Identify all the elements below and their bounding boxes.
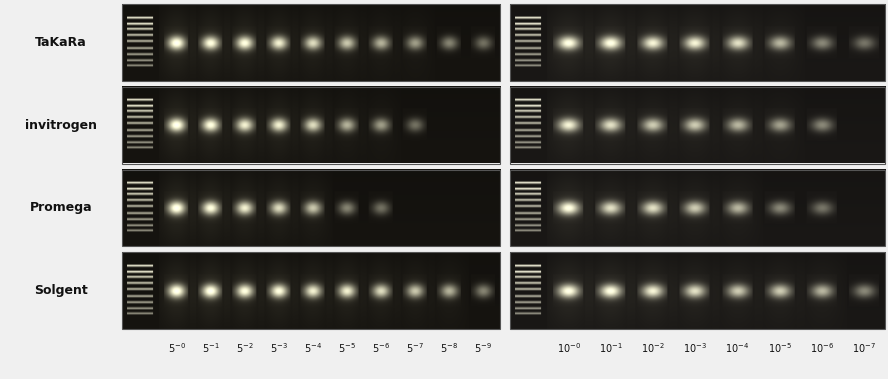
Text: $5^{-3}$: $5^{-3}$ bbox=[270, 341, 288, 355]
Text: $10^{-6}$: $10^{-6}$ bbox=[810, 341, 834, 355]
Bar bbox=[510, 87, 885, 163]
Bar bbox=[510, 169, 885, 246]
Text: $10^{-4}$: $10^{-4}$ bbox=[725, 341, 749, 355]
Text: $5^{-4}$: $5^{-4}$ bbox=[304, 341, 321, 355]
Text: Promega: Promega bbox=[29, 201, 92, 215]
Text: $10^{-7}$: $10^{-7}$ bbox=[852, 341, 876, 355]
Text: $5^{-0}$: $5^{-0}$ bbox=[168, 341, 186, 355]
Bar bbox=[510, 4, 885, 81]
Text: TaKaRa: TaKaRa bbox=[36, 36, 87, 49]
Text: $5^{-8}$: $5^{-8}$ bbox=[440, 341, 458, 355]
Bar bbox=[122, 169, 500, 246]
Text: $5^{-9}$: $5^{-9}$ bbox=[474, 341, 492, 355]
Text: $5^{-6}$: $5^{-6}$ bbox=[372, 341, 390, 355]
Bar bbox=[122, 4, 500, 81]
Text: $5^{-1}$: $5^{-1}$ bbox=[202, 341, 219, 355]
Text: invitrogen: invitrogen bbox=[25, 119, 97, 132]
Text: $5^{-7}$: $5^{-7}$ bbox=[406, 341, 424, 355]
Text: Solgent: Solgent bbox=[34, 284, 88, 297]
Text: $5^{-2}$: $5^{-2}$ bbox=[236, 341, 254, 355]
Bar bbox=[510, 252, 885, 329]
Text: $10^{-3}$: $10^{-3}$ bbox=[683, 341, 707, 355]
Text: $10^{-5}$: $10^{-5}$ bbox=[767, 341, 791, 355]
Text: $5^{-5}$: $5^{-5}$ bbox=[338, 341, 356, 355]
Text: $10^{-0}$: $10^{-0}$ bbox=[557, 341, 581, 355]
Text: $10^{-2}$: $10^{-2}$ bbox=[641, 341, 665, 355]
Text: $10^{-1}$: $10^{-1}$ bbox=[599, 341, 622, 355]
Bar bbox=[122, 252, 500, 329]
Bar bbox=[122, 87, 500, 163]
